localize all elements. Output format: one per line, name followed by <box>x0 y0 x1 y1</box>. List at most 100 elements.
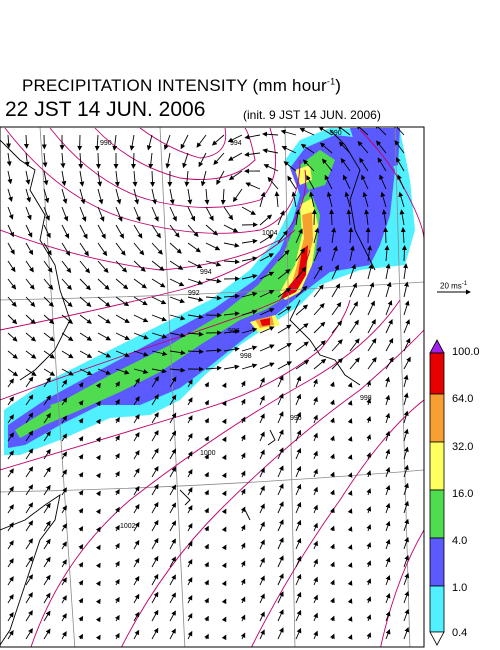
wind-vector <box>240 614 246 622</box>
wind-vector <box>79 332 93 341</box>
wind-vector <box>240 560 246 568</box>
wind-vector <box>259 362 275 370</box>
wind-vector <box>165 152 171 169</box>
wind-vector <box>223 364 240 370</box>
precip-extreme-core <box>280 245 308 300</box>
wind-vector <box>329 209 335 226</box>
wind-vector <box>169 430 177 442</box>
precip-heavy-band <box>15 190 320 438</box>
wind-vector <box>300 143 315 154</box>
wind-vector <box>7 296 17 307</box>
wind-vector <box>403 446 409 460</box>
wind-vector <box>25 430 34 442</box>
wind-vector <box>151 591 159 604</box>
wind-vector <box>115 416 120 424</box>
wind-vector <box>259 395 265 406</box>
wind-vector <box>61 170 67 187</box>
wind-vector <box>221 454 227 461</box>
wind-vector <box>42 152 48 168</box>
wind-vector <box>7 450 14 460</box>
wind-vector <box>306 175 315 190</box>
wind-vector <box>240 578 246 586</box>
wind-vector <box>277 361 293 370</box>
wind-vector <box>95 634 101 641</box>
wind-vector <box>366 398 372 406</box>
wind-vector <box>259 290 275 298</box>
wind-vector <box>346 209 352 226</box>
isobar-label: 994 <box>200 269 212 276</box>
wind-vector <box>187 433 193 442</box>
chart-title: PRECIPITATION INTENSITY (mm hour-1) <box>22 76 342 95</box>
wind-vector <box>148 152 154 169</box>
wind-vector <box>43 394 51 406</box>
wind-vector <box>187 260 203 269</box>
wind-vector <box>97 260 109 274</box>
wind-vector <box>133 611 140 622</box>
wind-vector <box>295 209 301 226</box>
wind-vector <box>25 610 33 622</box>
wind-vector <box>347 382 353 388</box>
wind-vector <box>97 314 111 324</box>
wind-vector <box>25 412 34 424</box>
wind-vector <box>79 260 91 274</box>
wind-vector <box>385 484 391 496</box>
wind-vector <box>79 350 93 358</box>
wind-vector <box>385 318 393 334</box>
wind-vector <box>133 503 140 514</box>
wind-vector <box>79 314 92 324</box>
wind-vector <box>347 436 353 442</box>
wind-vector <box>61 206 69 222</box>
wind-vector <box>43 610 51 622</box>
wind-vector <box>313 468 318 478</box>
wind-vector <box>259 308 275 316</box>
wind-vector <box>78 579 84 586</box>
wind-vector <box>295 627 302 640</box>
wind-vector <box>313 227 320 244</box>
wind-vector <box>313 265 323 280</box>
wind-vector <box>366 578 372 586</box>
wind-vector <box>95 544 101 551</box>
wind-vector <box>313 522 318 532</box>
wind-vector <box>349 301 358 316</box>
wind-vector <box>61 332 74 342</box>
wind-vector <box>204 561 209 568</box>
wind-vector <box>112 134 118 151</box>
wind-vector <box>366 596 372 604</box>
isobar-label: 1004 <box>262 230 278 237</box>
wind-vector <box>61 487 67 496</box>
wind-vector <box>25 260 34 273</box>
wind-vector <box>240 398 246 406</box>
colorbar-label: 0.4 <box>452 627 468 639</box>
wind-vector <box>361 174 369 190</box>
wind-vector <box>204 489 209 496</box>
isobar-label: 998 <box>360 395 372 402</box>
wind-vector <box>115 350 130 358</box>
wind-vector <box>25 448 34 460</box>
wind-vector <box>7 396 14 406</box>
wind-vector <box>367 356 377 370</box>
wind-vector <box>95 400 101 407</box>
wind-vector <box>25 628 33 640</box>
reference-vector-arrow <box>437 289 471 295</box>
wind-vector <box>187 415 193 424</box>
wind-vector <box>347 598 353 604</box>
wind-vector <box>356 127 369 136</box>
wind-vector <box>223 346 240 352</box>
wind-vector <box>223 224 239 233</box>
wind-vector <box>43 350 56 359</box>
wind-vector <box>313 284 324 298</box>
wind-vector <box>187 379 193 388</box>
wind-vector <box>344 191 351 208</box>
wind-vector <box>133 485 140 496</box>
wind-vector <box>187 331 204 337</box>
wind-vector <box>151 609 159 622</box>
wind-vector <box>61 505 67 514</box>
wind-vector <box>221 616 227 623</box>
wind-vector <box>24 152 30 167</box>
wind-vector <box>299 128 315 136</box>
wind-vector <box>61 523 67 532</box>
wind-vector <box>204 579 209 586</box>
wind-vector <box>349 319 359 334</box>
wind-vector <box>7 188 13 203</box>
